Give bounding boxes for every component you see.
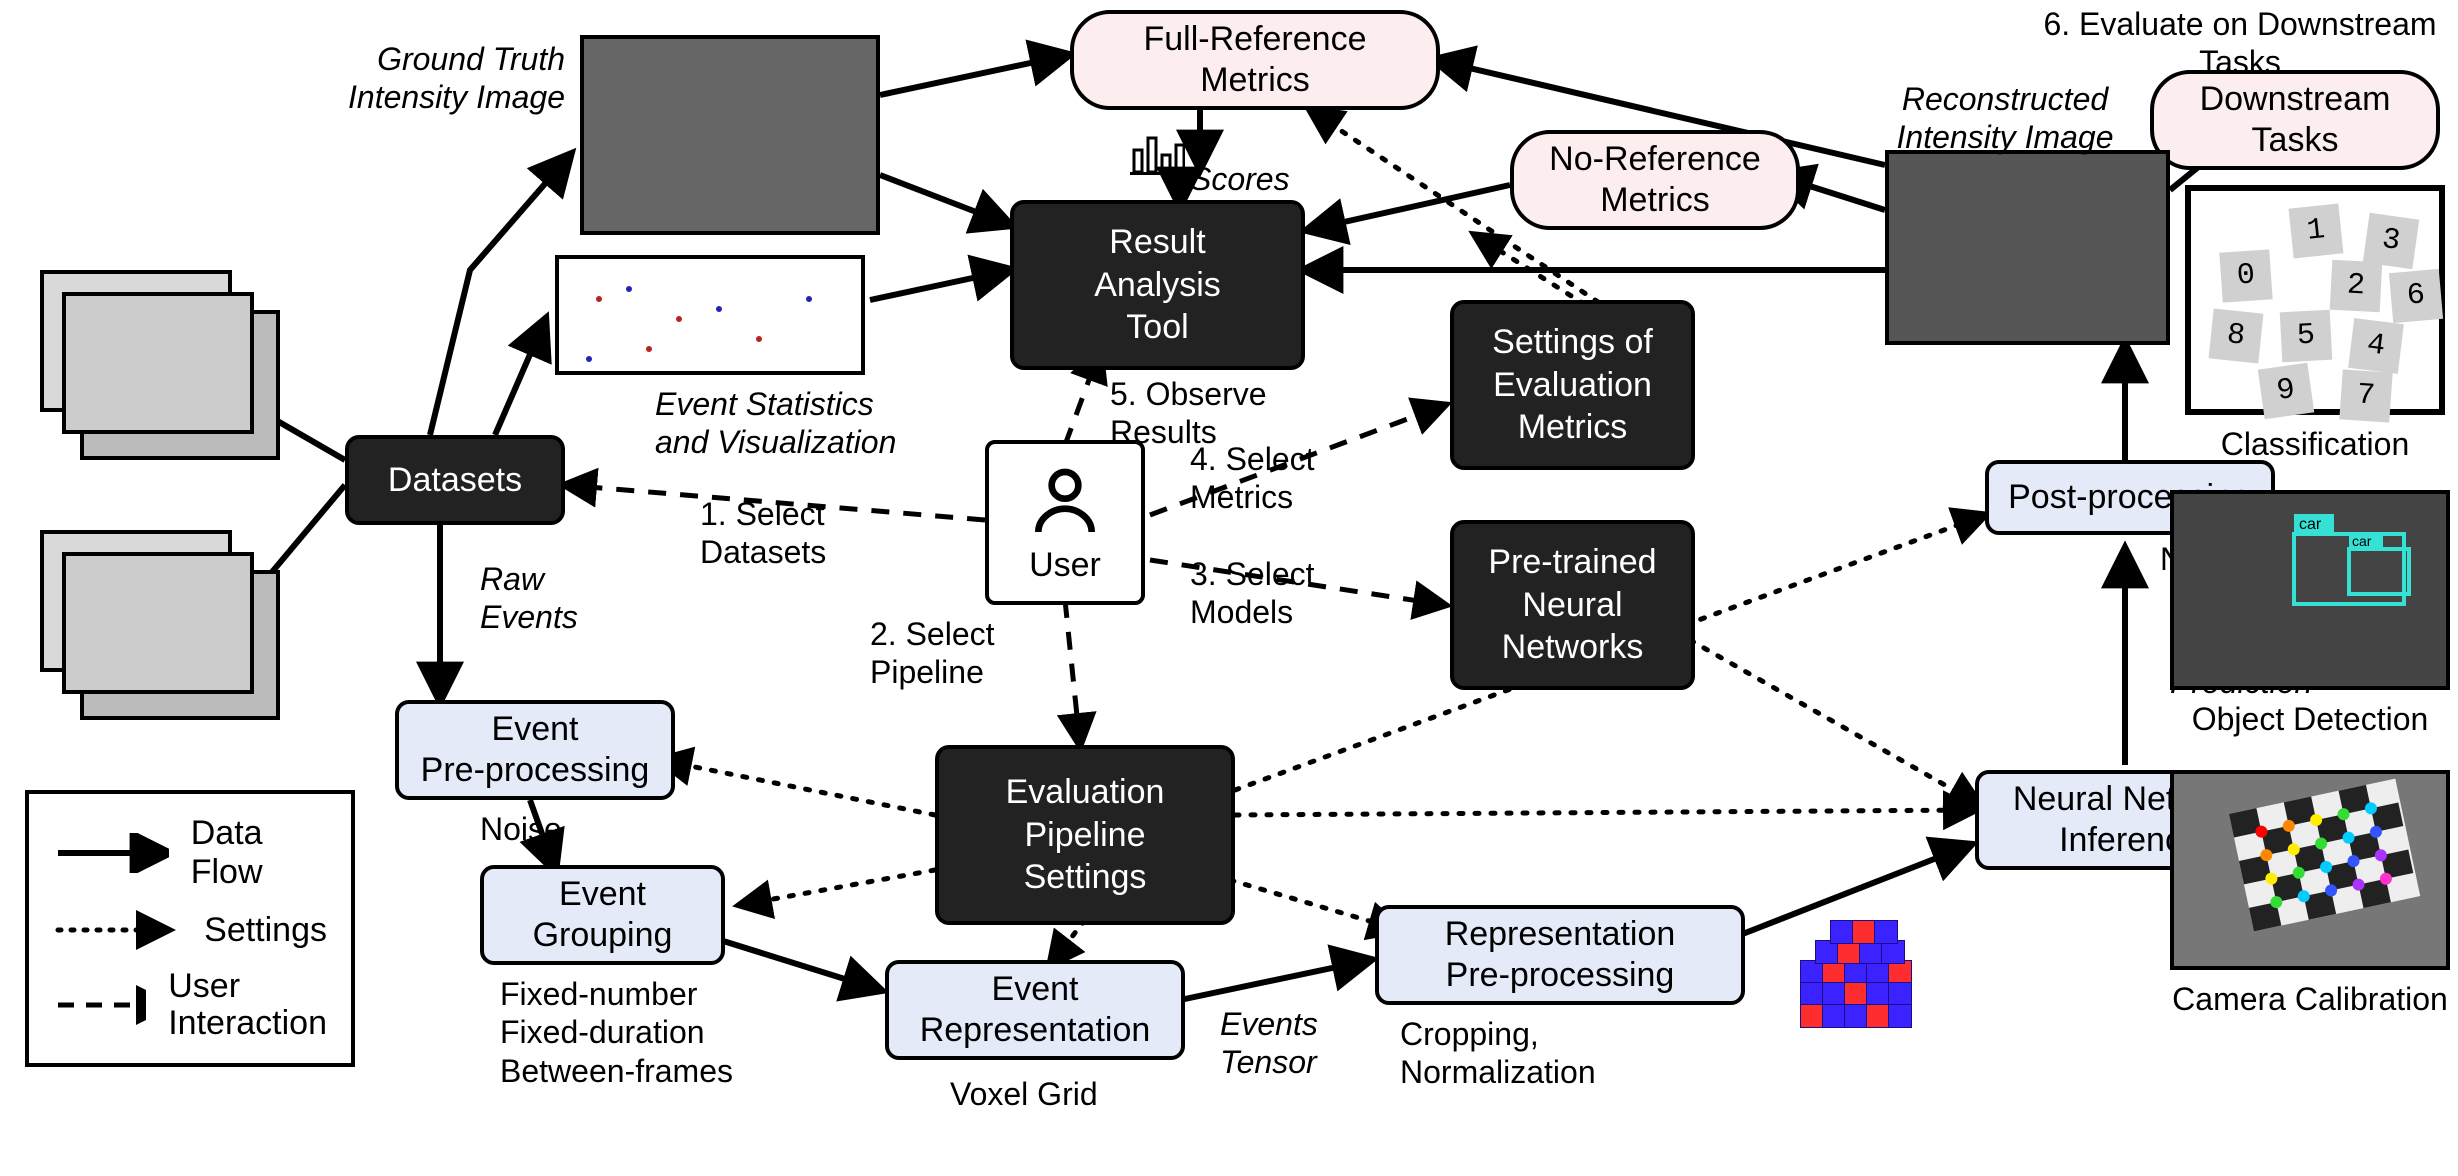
evaluate-downstream-label: 6. Evaluate on DownstreamTasks (2030, 5, 2450, 82)
representation-preprocessing-box: RepresentationPre-processing (1375, 905, 1745, 1005)
noise-label: Noise (480, 810, 562, 848)
legend-settings: Settings (53, 910, 327, 950)
classification-label: Classification (2195, 425, 2435, 463)
classification-exemplar: 1 3 0 2 6 8 5 4 9 7 (2185, 185, 2445, 415)
voxel-grid-label: Voxel Grid (950, 1075, 1098, 1113)
ground-truth-image (580, 35, 880, 235)
voxel-grid-graphic (1780, 880, 2000, 1070)
legend-data-flow: Data Flow (53, 814, 327, 892)
bar-chart-icon (1130, 130, 1185, 175)
datasets-box: Datasets (345, 435, 565, 525)
ground-truth-label: Ground TruthIntensity Image (340, 40, 565, 117)
reconstructed-image-label: ReconstructedIntensity Image (1870, 80, 2140, 157)
event-representation-box: EventRepresentation (885, 960, 1185, 1060)
full-reference-metrics-pill: Full-ReferenceMetrics (1070, 10, 1440, 110)
svg-text:car: car (2299, 516, 2322, 533)
legend-user-interaction-label: UserInteraction (168, 968, 327, 1043)
legend-box: Data Flow Settings UserInteraction (25, 790, 355, 1067)
reconstructed-image (1885, 150, 2170, 345)
user-label: User (1029, 546, 1101, 585)
step1-label: 1. SelectDatasets (700, 495, 880, 572)
legend-settings-label: Settings (204, 911, 327, 950)
event-viz-image (555, 255, 865, 375)
result-analysis-tool-box: ResultAnalysisTool (1010, 200, 1305, 370)
evaluation-pipeline-settings-box: EvaluationPipelineSettings (935, 745, 1235, 925)
event-grouping-box: EventGrouping (480, 865, 725, 965)
legend-user-interaction: UserInteraction (53, 968, 327, 1043)
no-reference-metrics-pill: No-ReferenceMetrics (1510, 130, 1800, 230)
fixed-lines-label: Fixed-numberFixed-durationBetween-frames (500, 975, 800, 1090)
event-image-stack (80, 310, 280, 460)
object-detection-label: Object Detection (2150, 700, 2458, 738)
svg-text:car: car (2352, 533, 2372, 549)
crop-norm-label: Cropping,Normalization (1400, 1015, 1680, 1092)
step3-label: 3. SelectModels (1190, 555, 1370, 632)
camera-calibration-exemplar (2170, 770, 2450, 970)
legend-data-flow-label: Data Flow (191, 814, 327, 892)
diagram-root: Ground TruthIntensity Image Event Statis… (0, 0, 2458, 1176)
user-icon (1025, 462, 1105, 542)
camera-calibration-label: Camera Calibration (2130, 980, 2458, 1018)
user-box: User (985, 440, 1145, 605)
raw-events-label: RawEvents (480, 560, 630, 637)
pretrained-nn-box: Pre-trainedNeuralNetworks (1450, 520, 1695, 690)
step2-label: 2. SelectPipeline (870, 615, 1050, 692)
downstream-tasks-pill: DownstreamTasks (2150, 70, 2440, 170)
settings-eval-metrics-box: Settings ofEvaluationMetrics (1450, 300, 1695, 470)
object-detection-exemplar: car car (2170, 490, 2450, 690)
step5-label: 5. ObserveResults (1110, 375, 1310, 452)
scores-label: Scores (1190, 160, 1290, 198)
event-stats-viz-label: Event Statisticsand Visualization (655, 385, 985, 462)
events-tensor-label: EventsTensor (1220, 1005, 1360, 1082)
event-preprocessing-box: EventPre-processing (395, 700, 675, 800)
intensity-image-stack (80, 570, 280, 720)
